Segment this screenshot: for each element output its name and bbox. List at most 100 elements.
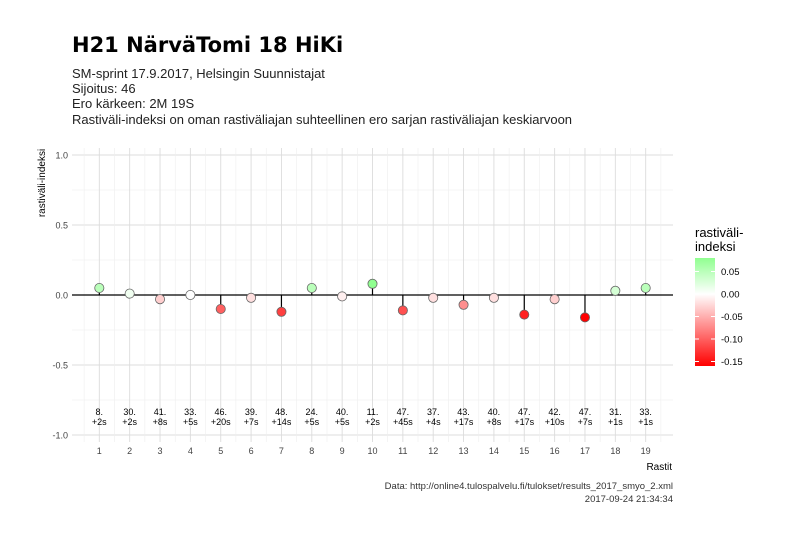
point-13: [458, 299, 469, 310]
x-tick-label: 18: [610, 446, 620, 456]
points: [94, 278, 651, 323]
point-label-rank-13: 43.: [457, 407, 470, 417]
point-labels: 8.+2s30.+2s41.+8s33.+5s46.+20s39.+7s48.+…: [92, 407, 654, 427]
y-axis: -1.0 -0.5 0.0 0.5 1.0: [52, 151, 68, 441]
point-label-loss-1: +2s: [92, 417, 107, 427]
point-label-loss-14: +8s: [487, 417, 502, 427]
point-label-loss-9: +5s: [335, 417, 350, 427]
point-label-rank-1: 8.: [96, 407, 104, 417]
point-label-loss-18: +1s: [608, 417, 623, 427]
legend-colorbar: [695, 258, 715, 366]
legend-ticks: 0.05 0.00 -0.05 -0.10 -0.15: [695, 267, 743, 368]
point-17: [579, 312, 590, 323]
x-tick-label: 19: [641, 446, 651, 456]
x-tick-label: 15: [519, 446, 529, 456]
x-axis-label: Rastit: [646, 462, 672, 473]
point-label-loss-12: +4s: [426, 417, 441, 427]
point-label-rank-3: 41.: [154, 407, 167, 417]
point-label-loss-6: +7s: [244, 417, 259, 427]
chart-title: H21 NärväTomi 18 HiKi: [72, 33, 344, 57]
point-14: [488, 292, 499, 303]
x-tick-label: 1: [97, 446, 102, 456]
legend-tick-label: -0.10: [721, 335, 743, 346]
point-9: [337, 291, 348, 302]
point-label-rank-16: 42.: [548, 407, 561, 417]
point-label-loss-11: +45s: [393, 417, 413, 427]
point-19: [640, 282, 651, 293]
x-tick-label: 6: [249, 446, 254, 456]
color-legend: rastiväli- indeksi 0.05 0.00 -0.05 -0.10 -0.…: [695, 225, 743, 368]
point-3: [155, 294, 166, 305]
point-label-loss-15: +17s: [514, 417, 534, 427]
point-label-rank-18: 31.: [609, 407, 622, 417]
point-label-loss-4: +5s: [183, 417, 198, 427]
point-label-rank-8: 24.: [306, 407, 319, 417]
legend-title-line2: indeksi: [695, 239, 736, 254]
x-tick-label: 17: [580, 446, 590, 456]
x-tick-label: 10: [367, 446, 377, 456]
x-tick-label: 16: [550, 446, 560, 456]
point-5: [215, 303, 226, 314]
point-label-loss-10: +2s: [365, 417, 380, 427]
point-label-rank-12: 37.: [427, 407, 440, 417]
legend-tick-label: 0.00: [721, 290, 740, 301]
point-label-rank-19: 33.: [639, 407, 652, 417]
point-7: [276, 306, 287, 317]
point-label-rank-14: 40.: [488, 407, 501, 417]
legend-tick-label: 0.05: [721, 267, 740, 278]
subtitle-rank: Sijoitus: 46: [72, 81, 136, 96]
x-tick-label: 9: [340, 446, 345, 456]
point-label-loss-17: +7s: [578, 417, 593, 427]
x-tick-label: 3: [158, 446, 163, 456]
y-tick-label: 0.5: [55, 221, 68, 231]
y-tick-label: -1.0: [52, 431, 68, 441]
x-tick-label: 14: [489, 446, 499, 456]
point-label-loss-8: +5s: [304, 417, 319, 427]
x-tick-label: 2: [127, 446, 132, 456]
point-6: [246, 292, 257, 303]
x-tick-label: 13: [459, 446, 469, 456]
point-label-loss-2: +2s: [122, 417, 137, 427]
point-11: [397, 305, 408, 316]
point-label-rank-6: 39.: [245, 407, 258, 417]
point-12: [428, 292, 439, 303]
legend-title-line1: rastiväli-: [695, 225, 743, 240]
point-label-rank-2: 30.: [123, 407, 136, 417]
point-8: [306, 282, 317, 293]
point-label-loss-19: +1s: [638, 417, 653, 427]
point-label-loss-7: +14s: [272, 417, 292, 427]
point-15: [519, 309, 530, 320]
point-16: [549, 294, 560, 305]
point-label-rank-15: 47.: [518, 407, 531, 417]
y-tick-label: 1.0: [55, 151, 68, 161]
x-tick-label: 4: [188, 446, 193, 456]
point-label-rank-7: 48.: [275, 407, 288, 417]
point-10: [367, 278, 378, 289]
y-tick-label: -0.5: [52, 361, 68, 371]
point-4: [185, 289, 196, 300]
point-label-loss-3: +8s: [153, 417, 168, 427]
subtitle-description: Rastiväli-indeksi on oman rastiväliajan …: [72, 112, 573, 127]
point-label-rank-10: 11.: [367, 407, 379, 417]
x-tick-label: 5: [218, 446, 223, 456]
subtitle-gap: Ero kärkeen: 2M 19S: [72, 96, 195, 111]
x-tick-label: 11: [398, 446, 407, 456]
point-18: [610, 285, 621, 296]
x-tick-label: 7: [279, 446, 284, 456]
point-label-rank-17: 47.: [579, 407, 592, 417]
point-label-rank-4: 33.: [184, 407, 197, 417]
y-axis-label: rastiväli-indeksi: [37, 149, 48, 217]
point-label-loss-16: +10s: [545, 417, 565, 427]
legend-tick-label: -0.15: [721, 357, 743, 368]
point-1: [94, 282, 105, 293]
subtitle-race: SM-sprint 17.9.2017, Helsingin Suunnista…: [72, 66, 325, 81]
point-label-rank-11: 47.: [397, 407, 410, 417]
point-label-loss-5: +20s: [211, 417, 231, 427]
x-tick-label: 12: [428, 446, 438, 456]
point-label-rank-5: 46.: [214, 407, 227, 417]
x-tick-label: 8: [309, 446, 314, 456]
point-label-rank-9: 40.: [336, 407, 349, 417]
x-axis: 1 2 3 4 5 6 7 8 9 10 11 12 13 14 15 16 17 18 19: [97, 446, 651, 456]
legend-tick-label: -0.05: [721, 312, 743, 323]
